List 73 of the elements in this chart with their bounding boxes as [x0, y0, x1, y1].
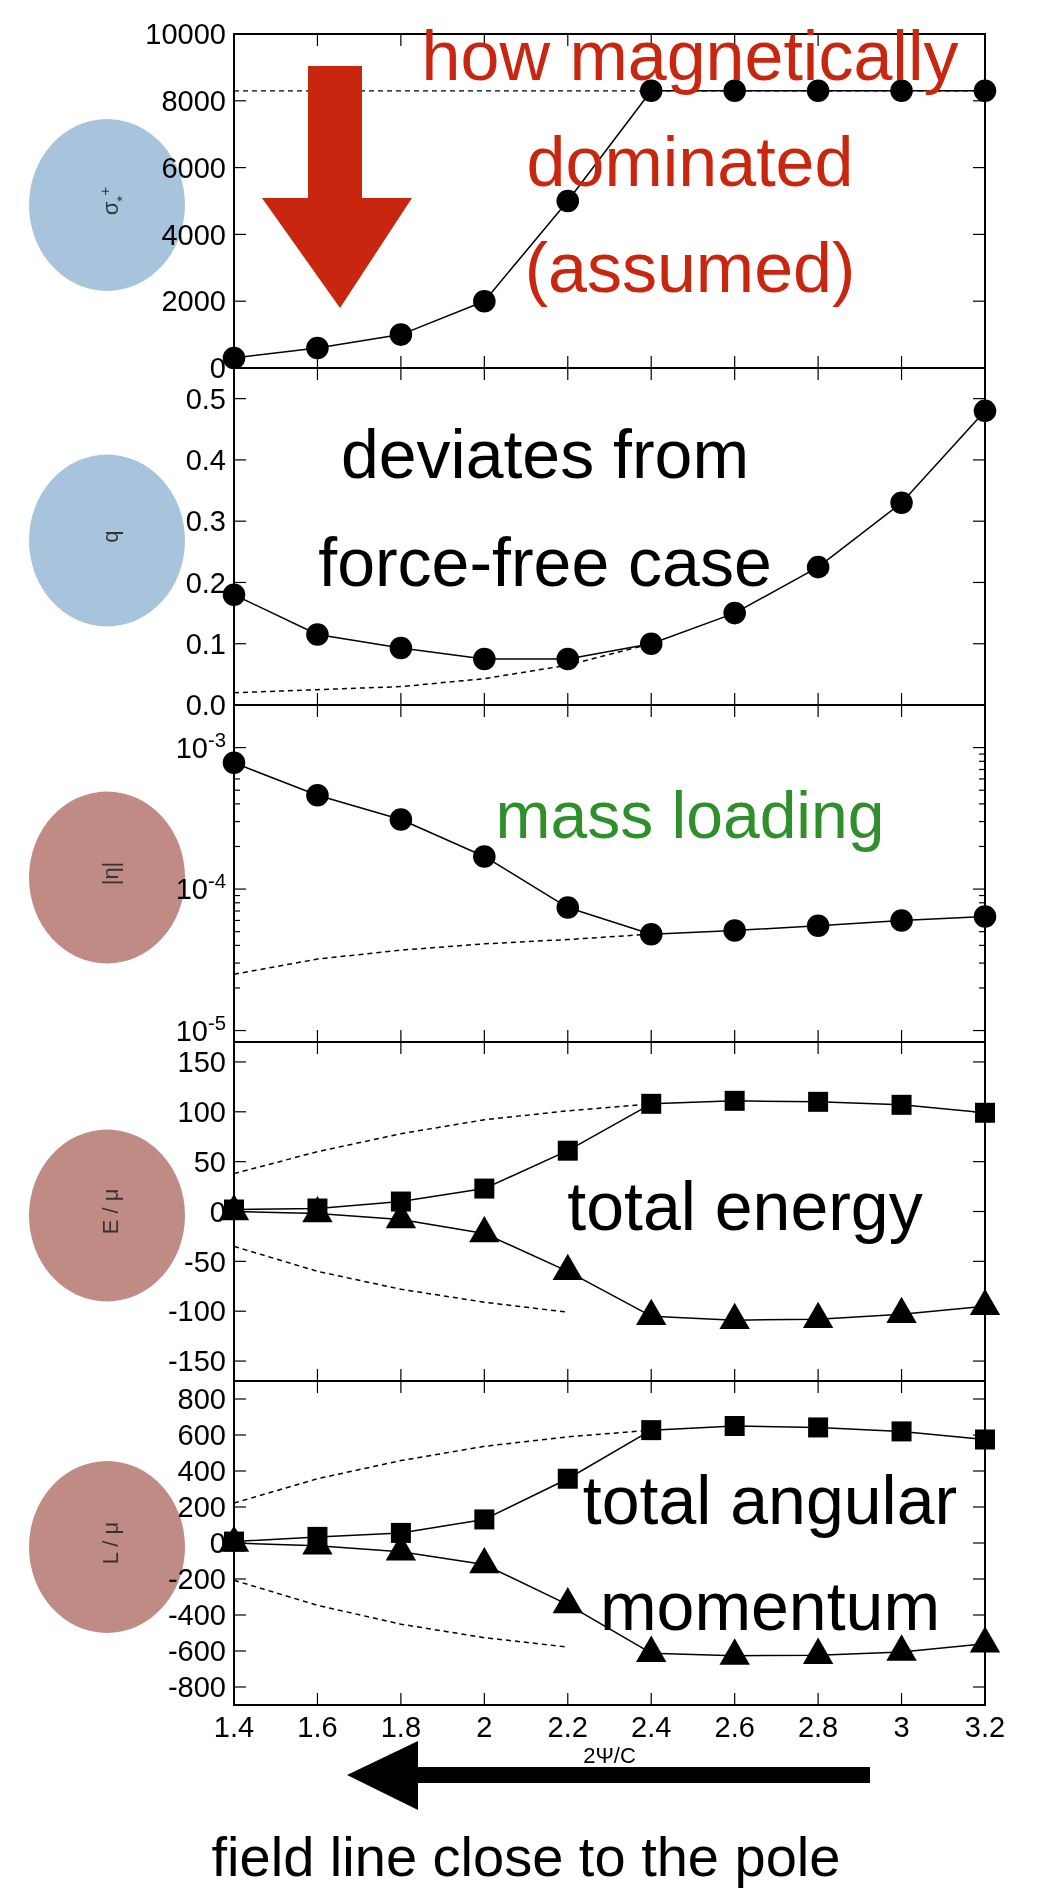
x-tick-label: 3: [893, 1711, 910, 1743]
y-tick-label: 10000: [145, 18, 226, 51]
point: [806, 555, 830, 579]
point: [723, 601, 746, 625]
y-axis-title: |η|: [98, 861, 123, 886]
x-tick-label: 3.2: [964, 1711, 1006, 1743]
x-tick-label: 2: [476, 1711, 493, 1743]
y-tick-label: 2000: [161, 285, 226, 318]
y-tick-label: 10$^{-3}$: [175, 728, 226, 764]
point: [806, 914, 830, 938]
x-tick-label: 2.6: [714, 1711, 755, 1743]
y-tick-label: -800: [167, 1671, 226, 1704]
y-tick-label: 200: [177, 1491, 226, 1524]
x-tick-label: 2.8: [797, 1711, 839, 1743]
y-tick-label: 10$^{-4}$: [175, 870, 226, 906]
point: [473, 647, 496, 671]
y-tick-label: 0.3: [185, 505, 226, 538]
point: [222, 751, 246, 775]
x-tick-label: 1.4: [213, 1711, 255, 1743]
point: [556, 896, 580, 919]
y-tick-label: 150: [177, 1046, 226, 1079]
y-tick-label: 0.2: [185, 566, 226, 599]
point: [389, 323, 413, 346]
y-tick-label: 0.1: [185, 627, 226, 660]
y-tick-label: 6000: [161, 151, 226, 184]
point: [890, 909, 913, 932]
y-tick-label: 600: [177, 1419, 226, 1452]
y-tick-label: 50: [193, 1145, 226, 1178]
y-axis-title: q: [98, 530, 123, 543]
text: field line close to the pole: [211, 1825, 841, 1888]
point: [639, 632, 663, 655]
y-tick-label: -150: [167, 1345, 226, 1378]
y-tick-label: 100: [177, 1095, 226, 1128]
y-tick-label: 0.5: [185, 382, 226, 415]
point: [890, 491, 913, 515]
x-tick-label: 2.4: [631, 1711, 672, 1743]
y-tick-label: 800: [177, 1383, 226, 1416]
point: [973, 905, 997, 928]
annotation: deviates from force-free case: [318, 416, 772, 600]
y-tick-label: 0: [209, 352, 226, 385]
y-tick-label: 0.0: [185, 689, 226, 722]
point: [306, 336, 329, 360]
point: [556, 647, 580, 671]
y-axis-title: E / μ: [98, 1188, 123, 1235]
annotation: total angular momentum: [582, 1462, 958, 1644]
x-tick-label: 1.8: [380, 1711, 422, 1743]
annotation: total energy: [567, 1168, 923, 1244]
point: [222, 583, 246, 606]
y-tick-label: -100: [167, 1295, 226, 1328]
y-tick-label: 8000: [161, 84, 226, 117]
y-tick-label: 10$^{-5}$: [175, 1011, 226, 1047]
point: [306, 623, 329, 646]
x-tick-label: 1.6: [297, 1711, 338, 1743]
point: [306, 784, 329, 807]
y-tick-label: -50: [184, 1245, 226, 1278]
y-tick-label: 0.4: [185, 444, 226, 477]
point: [389, 808, 413, 831]
point: [973, 79, 997, 103]
y-tick-label: -200: [167, 1563, 226, 1596]
point: [723, 919, 746, 942]
y-tick-label: -400: [167, 1599, 226, 1632]
y-tick-label: 400: [177, 1455, 226, 1488]
x-axis-title: 2Ψ/C: [583, 1743, 636, 1768]
point: [389, 636, 413, 660]
point: [639, 922, 663, 946]
x-tick-label: 2.2: [547, 1711, 588, 1743]
annotation: mass loading: [495, 778, 885, 852]
point: [473, 845, 496, 868]
y-axis-title: L / μ: [98, 1521, 123, 1565]
point: [973, 399, 997, 423]
y-tick-label: 4000: [161, 218, 226, 251]
y-tick-label: -600: [167, 1635, 226, 1668]
point: [473, 289, 496, 313]
